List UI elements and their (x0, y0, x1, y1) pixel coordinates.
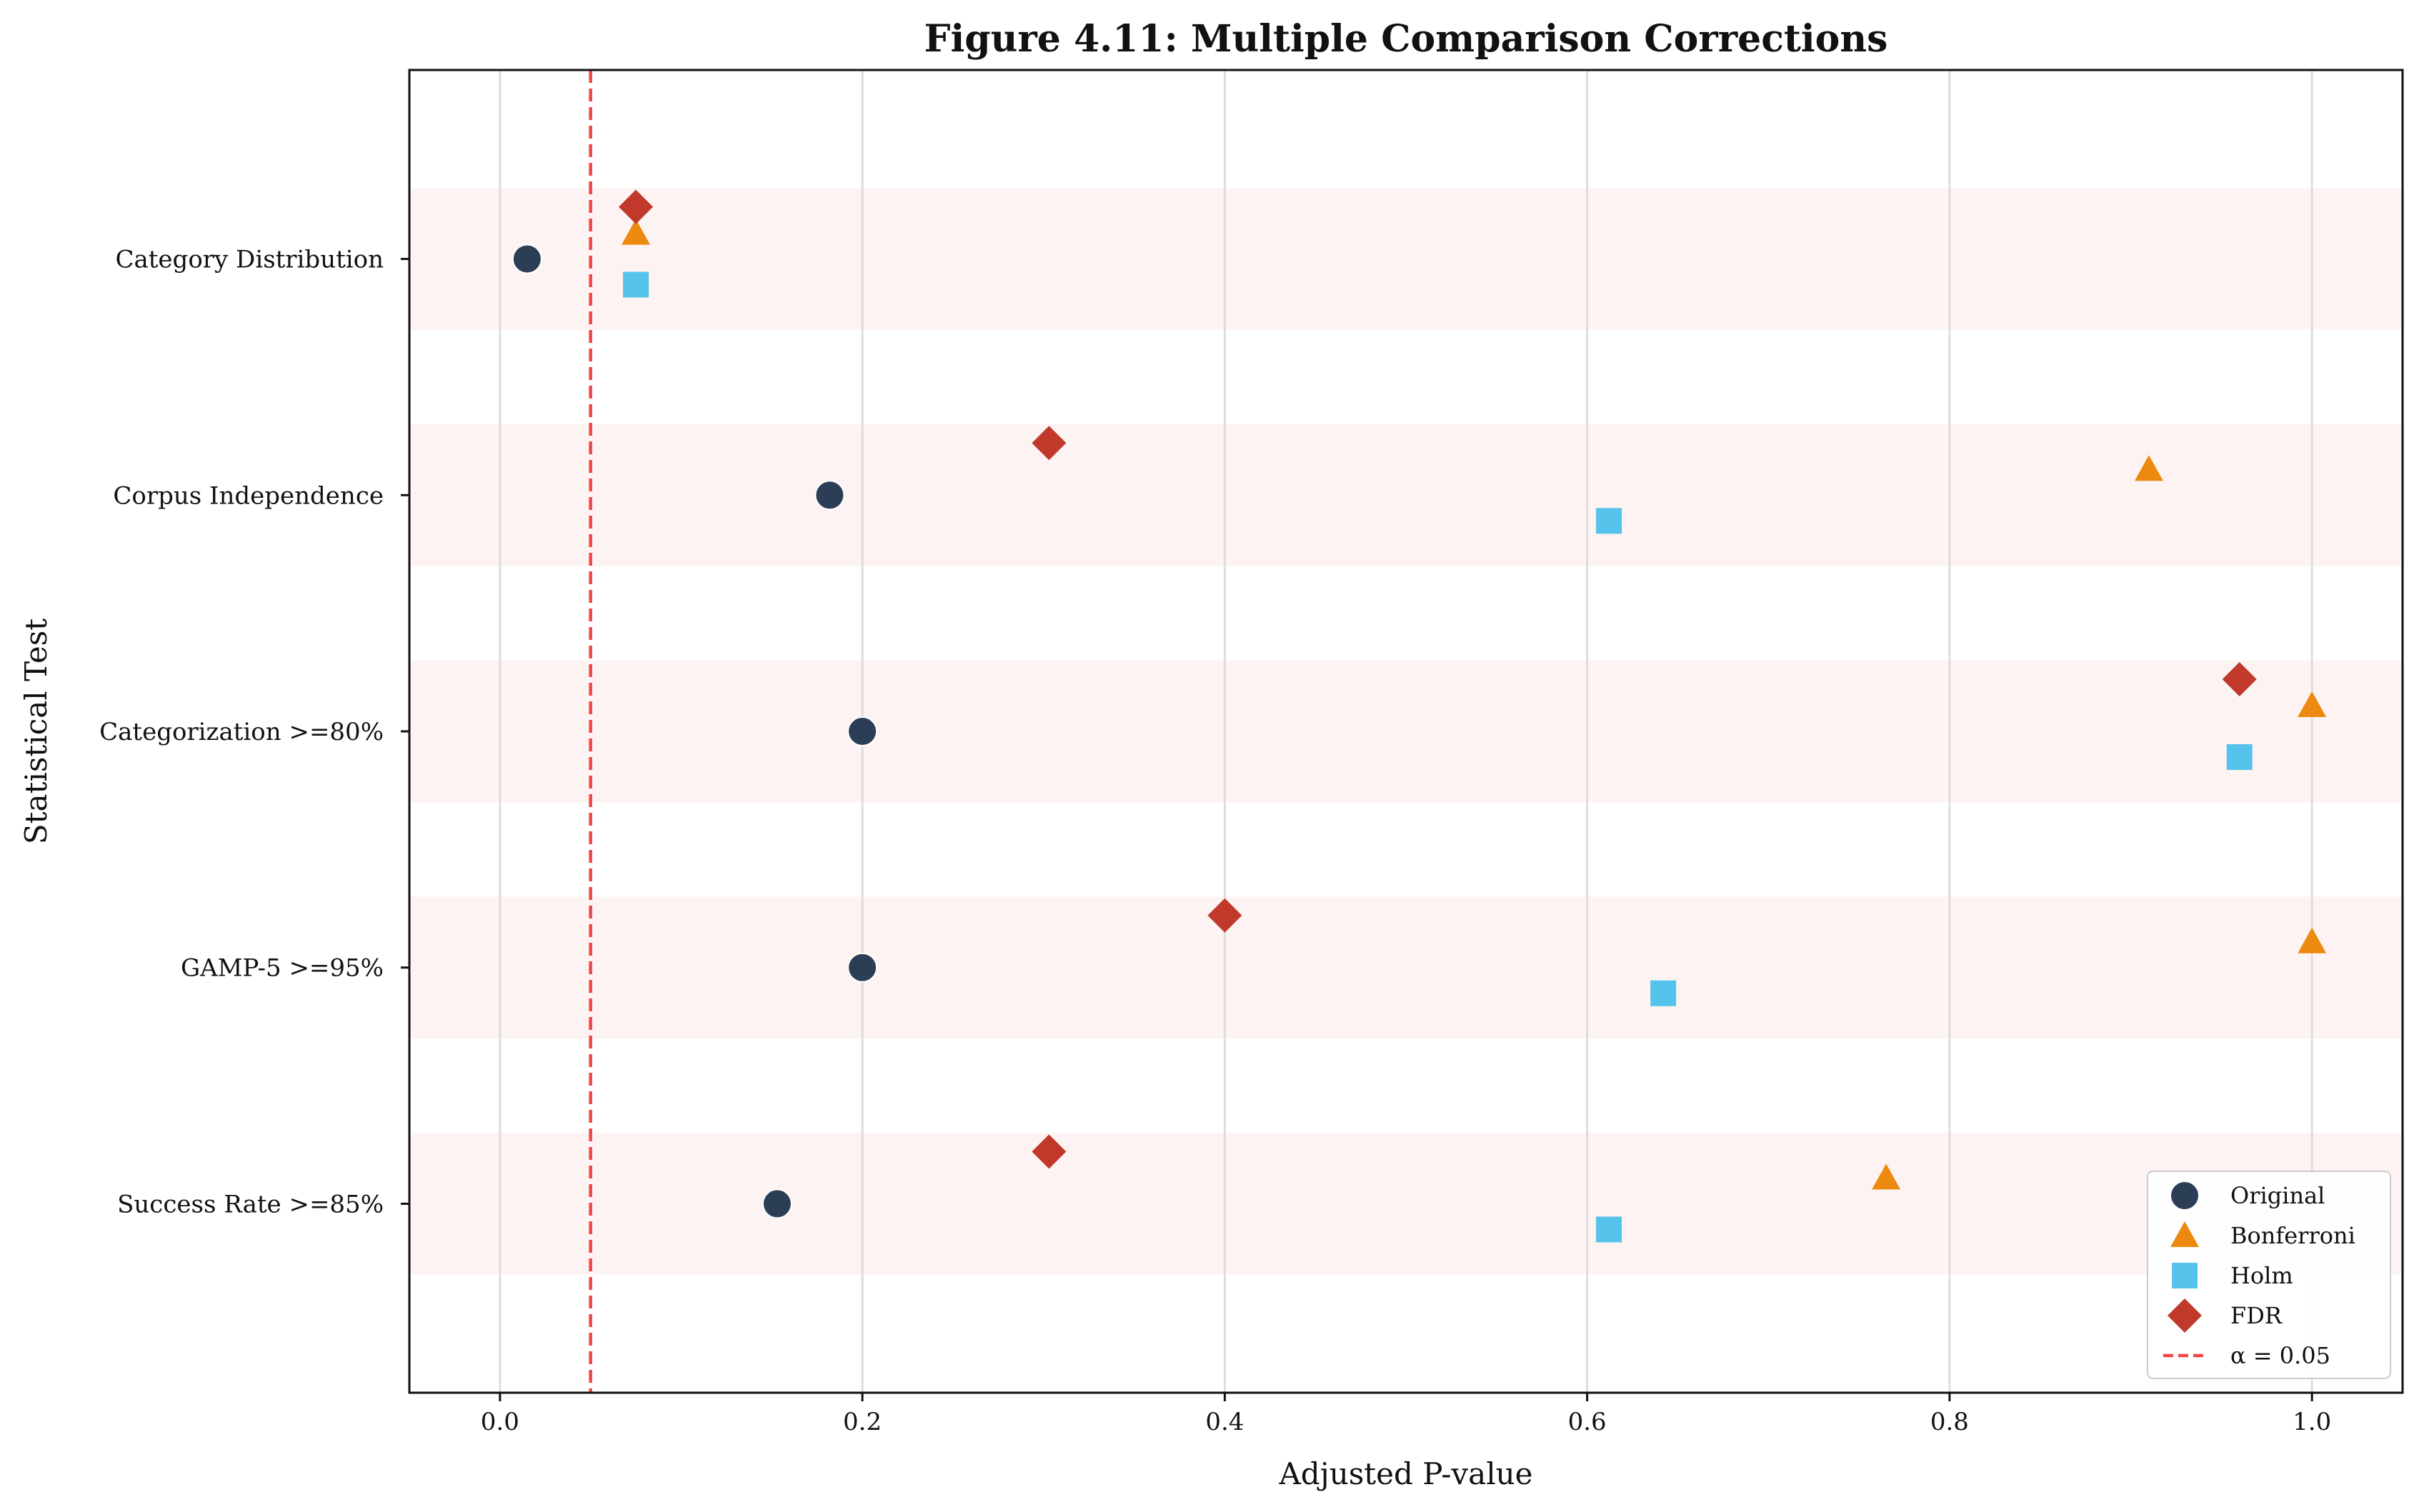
legend-label: Holm (2230, 1262, 2293, 1289)
y-tick-label: Corpus Independence (113, 481, 384, 510)
legend-marker-original (2170, 1181, 2200, 1211)
y-tick-label: GAMP-5 >=95% (181, 954, 384, 983)
chart-title: Figure 4.11: Multiple Comparison Correct… (924, 17, 1888, 61)
x-axis-ticks: 0.0 0.2 0.4 0.6 0.8 1.0 (481, 1393, 2331, 1436)
data-points (512, 189, 2327, 1243)
row-band (409, 1133, 2403, 1275)
row-band (409, 896, 2403, 1038)
row-bands (409, 188, 2403, 1275)
row-band (409, 424, 2403, 566)
point-original-2 (847, 716, 878, 746)
point-fdr-0 (619, 189, 654, 224)
legend-marker-holm (2172, 1263, 2198, 1288)
x-tick-label: 0.8 (1930, 1408, 1969, 1436)
y-tick-label: Categorization >=80% (99, 718, 384, 746)
y-tick-label: Success Rate >=85% (117, 1190, 384, 1218)
point-bonferroni-0 (622, 219, 651, 245)
legend-box (2147, 1171, 2391, 1379)
point-bonferroni-2 (2298, 691, 2327, 717)
point-holm-1 (1596, 508, 1622, 534)
x-tick-label: 0.2 (843, 1408, 882, 1436)
legend-label: Bonferroni (2230, 1222, 2355, 1249)
x-tick-label: 0.0 (481, 1408, 519, 1436)
point-holm-4 (1596, 1216, 1622, 1243)
x-axis-label: Adjusted P-value (1278, 1456, 1532, 1491)
point-fdr-1 (1032, 426, 1067, 461)
legend-label: Original (2230, 1182, 2325, 1209)
vertical-gridlines (499, 70, 2313, 1393)
point-original-3 (847, 952, 878, 983)
x-tick-label: 1.0 (2293, 1408, 2331, 1436)
y-tick-label: Category Distribution (115, 246, 384, 274)
point-bonferroni-1 (2134, 455, 2163, 481)
point-original-0 (512, 244, 542, 274)
row-band (409, 660, 2403, 803)
y-axis-label: Statistical Test (19, 619, 54, 844)
point-bonferroni-4 (1872, 1163, 1901, 1190)
point-holm-3 (1650, 980, 1677, 1006)
legend-marker-bonferroni (2170, 1221, 2199, 1247)
legend-marker-fdr (2168, 1298, 2202, 1333)
point-fdr-3 (1207, 898, 1242, 933)
point-original-1 (814, 480, 845, 511)
point-holm-2 (2226, 744, 2253, 770)
point-bonferroni-3 (2298, 927, 2327, 953)
legend-label: α = 0.05 (2230, 1342, 2330, 1369)
point-original-4 (762, 1188, 792, 1219)
point-fdr-2 (2222, 662, 2257, 696)
point-holm-0 (623, 271, 649, 298)
x-tick-label: 0.6 (1568, 1408, 1607, 1436)
point-fdr-4 (1032, 1134, 1067, 1169)
x-tick-label: 0.4 (1205, 1408, 1244, 1436)
row-band (409, 188, 2403, 330)
legend: Original Bonferroni Holm FDR α = 0.05 (2147, 1171, 2391, 1379)
y-axis-ticks: Category Distribution Corpus Independence… (99, 246, 409, 1218)
legend-label: FDR (2230, 1302, 2283, 1329)
